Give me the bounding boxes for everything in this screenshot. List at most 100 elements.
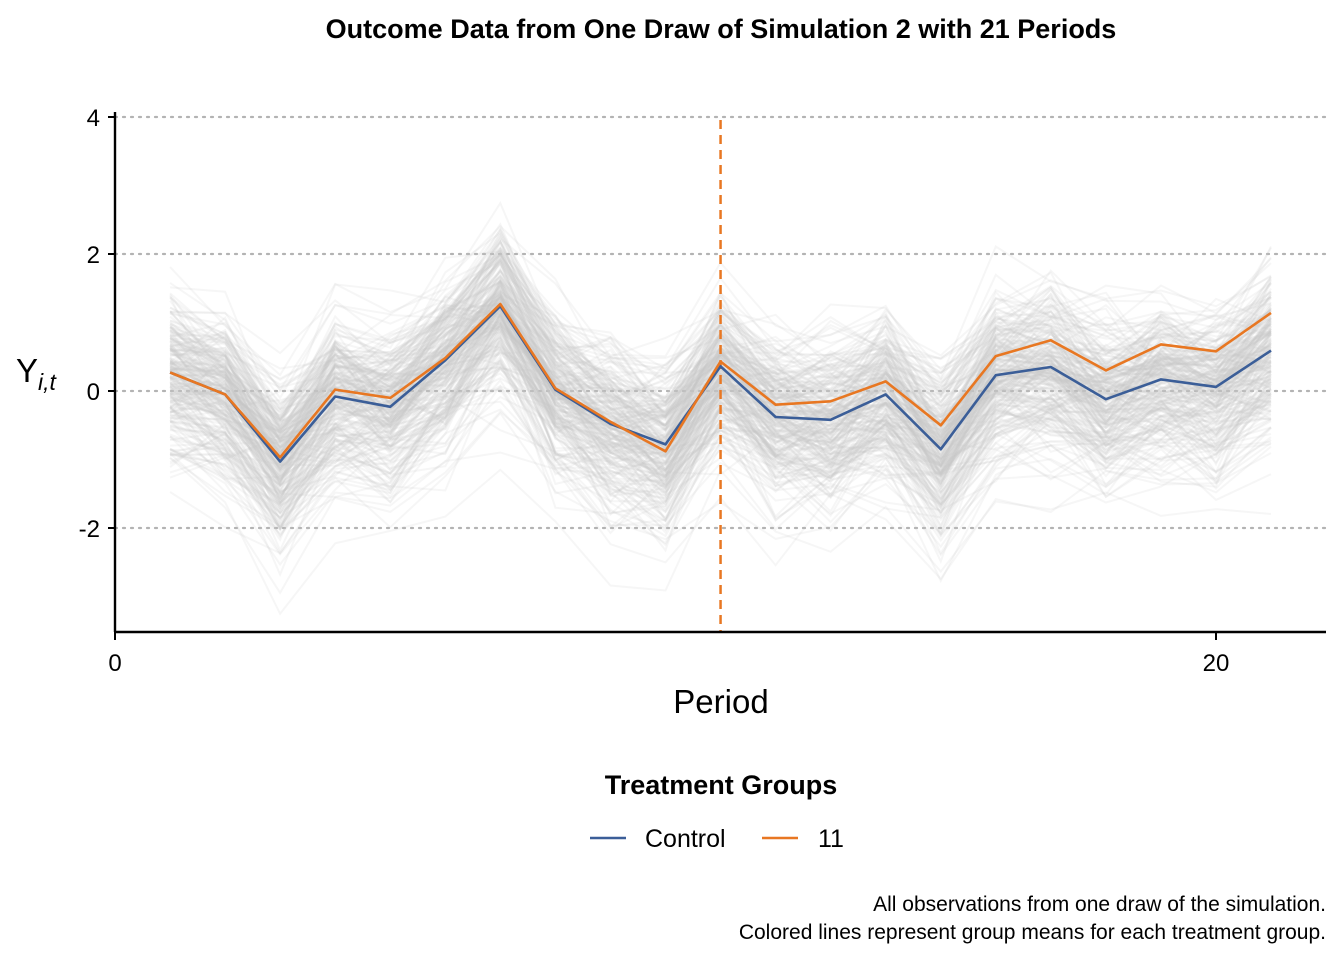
- observation-line: [169, 294, 1272, 472]
- observation-line: [169, 312, 1272, 494]
- observation-line: [169, 283, 1272, 454]
- gridlines: [113, 115, 1328, 530]
- x-tick-label: 20: [1203, 650, 1230, 677]
- observation-line: [170, 308, 1272, 478]
- observation-line: [170, 293, 1272, 441]
- observation-line: [169, 303, 1272, 477]
- y-axis-label-main: Y: [16, 352, 38, 389]
- observation-line: [169, 294, 1272, 462]
- y-tick-label: 2: [87, 242, 100, 269]
- observation-line: [169, 231, 1272, 430]
- observation-line: [170, 291, 1272, 431]
- observation-line: [170, 317, 1272, 473]
- observation-line: [169, 308, 1272, 476]
- observation-line: [169, 337, 1272, 502]
- observation-line: [169, 250, 1272, 433]
- observation-line: [170, 237, 1272, 430]
- observation-line: [169, 366, 1272, 530]
- series-line-control: [169, 304, 1272, 463]
- observation-line: [169, 386, 1272, 507]
- caption-line-1: All observations from one draw of the si…: [873, 893, 1326, 916]
- observation-line: [169, 277, 1272, 419]
- observation-line: [169, 393, 1272, 531]
- observation-line: [169, 260, 1272, 433]
- observation-line: [169, 337, 1272, 486]
- observation-line: [169, 222, 1272, 420]
- tick-labels: 420-20 20: [79, 105, 1230, 677]
- observation-line: [169, 306, 1272, 458]
- observation-line: [170, 313, 1272, 501]
- x-axis-label: Period: [673, 683, 768, 720]
- observation-line: [169, 328, 1272, 523]
- observation-line: [169, 239, 1272, 429]
- observation-line: [169, 274, 1272, 431]
- observation-line: [169, 268, 1272, 450]
- legend-title: Treatment Groups: [605, 770, 838, 800]
- group-mean-lines: [169, 302, 1272, 463]
- y-axis-label-subscript: i,t: [38, 369, 58, 395]
- observation-line: [170, 285, 1272, 481]
- observation-line: [169, 291, 1272, 488]
- observation-line: [169, 303, 1272, 500]
- observation-line: [169, 250, 1272, 411]
- observation-line: [169, 349, 1272, 496]
- observation-line: [169, 321, 1272, 493]
- observation-line: [169, 293, 1272, 429]
- observation-line: [169, 250, 1272, 463]
- legend: Control 11: [590, 825, 844, 853]
- observation-line: [169, 273, 1272, 436]
- observation-line: [169, 294, 1272, 464]
- observation-line: [170, 261, 1272, 448]
- caption-line-2: Colored lines represent group means for …: [739, 921, 1326, 944]
- observation-line: [169, 342, 1272, 484]
- observation-line: [169, 258, 1272, 427]
- observation-line: [169, 342, 1272, 506]
- legend-label-group-11: 11: [818, 825, 844, 853]
- observation-line: [169, 339, 1272, 491]
- observation-line: [169, 246, 1272, 434]
- observation-line: [170, 328, 1272, 450]
- observation-line: [169, 334, 1272, 536]
- observation-line: [170, 240, 1272, 427]
- observation-line: [169, 400, 1272, 584]
- observation-line: [169, 319, 1272, 473]
- observation-line: [169, 251, 1272, 478]
- observation-line: [169, 346, 1272, 500]
- observation-line: [169, 253, 1272, 440]
- y-axis-label: Yi,t: [16, 352, 58, 395]
- observation-line: [169, 276, 1272, 453]
- observation-line: [169, 280, 1272, 502]
- observation-line: [169, 253, 1272, 443]
- observation-line: [169, 339, 1272, 501]
- observation-line: [169, 345, 1272, 515]
- observation-line: [169, 296, 1272, 485]
- chart-title: Outcome Data from One Draw of Simulation…: [326, 14, 1117, 44]
- observation-line: [170, 366, 1272, 496]
- observation-line: [169, 338, 1272, 479]
- observation-line: [170, 269, 1272, 432]
- observation-line: [169, 227, 1272, 402]
- observation-line: [169, 316, 1272, 524]
- observation-line: [169, 350, 1272, 478]
- observation-line: [169, 349, 1272, 502]
- y-tick-label: 4: [87, 105, 100, 132]
- observation-line: [169, 294, 1272, 457]
- observation-line: [169, 302, 1272, 473]
- observation-line: [169, 252, 1272, 414]
- y-tick-label: -2: [79, 516, 100, 543]
- observation-line: [169, 313, 1272, 504]
- observation-line: [169, 304, 1272, 461]
- observation-line: [169, 277, 1272, 442]
- observation-line: [169, 287, 1272, 437]
- observation-line: [169, 335, 1272, 542]
- observation-line: [169, 258, 1272, 409]
- observation-line: [169, 385, 1272, 522]
- observation-line: [169, 275, 1272, 447]
- observation-line: [169, 348, 1272, 556]
- observation-line: [169, 328, 1272, 461]
- observation-line: [169, 289, 1272, 428]
- observation-line: [170, 327, 1272, 477]
- legend-label-control: Control: [645, 825, 726, 853]
- observation-line: [169, 309, 1272, 467]
